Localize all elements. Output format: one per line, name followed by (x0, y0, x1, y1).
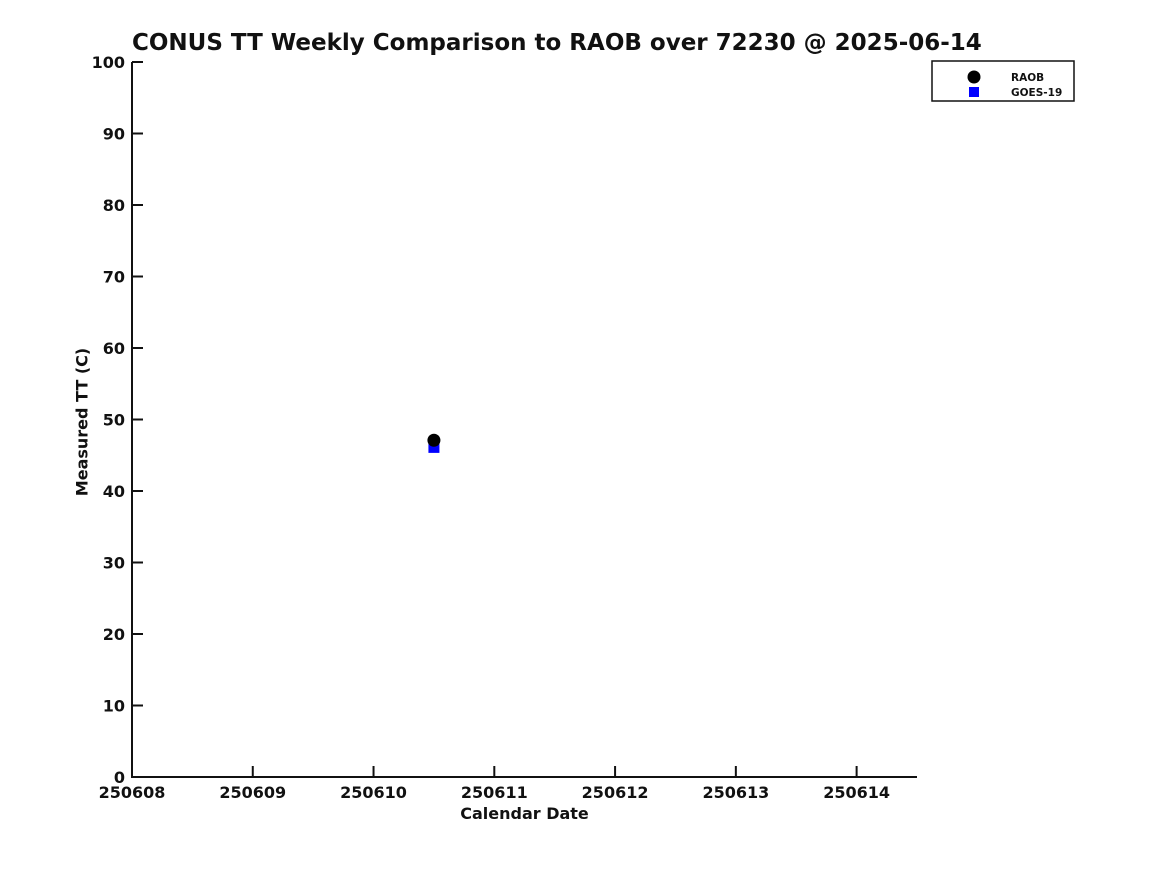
data-point-goes-19 (428, 441, 440, 453)
legend-marker-raob (967, 70, 981, 84)
x-tick-label: 250614 (823, 783, 890, 802)
x-tick-label: 250608 (99, 783, 166, 802)
chart-title: CONUS TT Weekly Comparison to RAOB over … (132, 30, 982, 56)
y-tick-label: 30 (103, 554, 125, 573)
data-point-raob (427, 433, 441, 447)
x-tick-label: 250611 (461, 783, 528, 802)
y-tick-label: 100 (92, 53, 125, 72)
y-tick-label: 50 (103, 411, 125, 430)
y-tick-label: 70 (103, 268, 125, 287)
x-tick-label: 250609 (219, 783, 286, 802)
y-tick-label: 80 (103, 196, 125, 215)
legend-box (931, 60, 1075, 102)
legend-label-goes-19: GOES-19 (1011, 87, 1062, 99)
y-tick-label: 10 (103, 697, 125, 716)
x-tick-label: 250610 (340, 783, 407, 802)
y-tick-label: 0 (114, 768, 125, 787)
legend-label-raob: RAOB (1011, 72, 1044, 84)
axes-spines (131, 62, 917, 778)
x-tick-label: 250613 (702, 783, 769, 802)
y-tick-label: 60 (103, 339, 125, 358)
legend-marker-goes-19 (969, 87, 979, 97)
y-tick-label: 90 (103, 125, 125, 144)
y-tick-label: 20 (103, 625, 125, 644)
x-tick-label: 250612 (582, 783, 649, 802)
y-tick-label: 40 (103, 482, 125, 501)
x-axis-label: Calendar Date (460, 804, 589, 823)
